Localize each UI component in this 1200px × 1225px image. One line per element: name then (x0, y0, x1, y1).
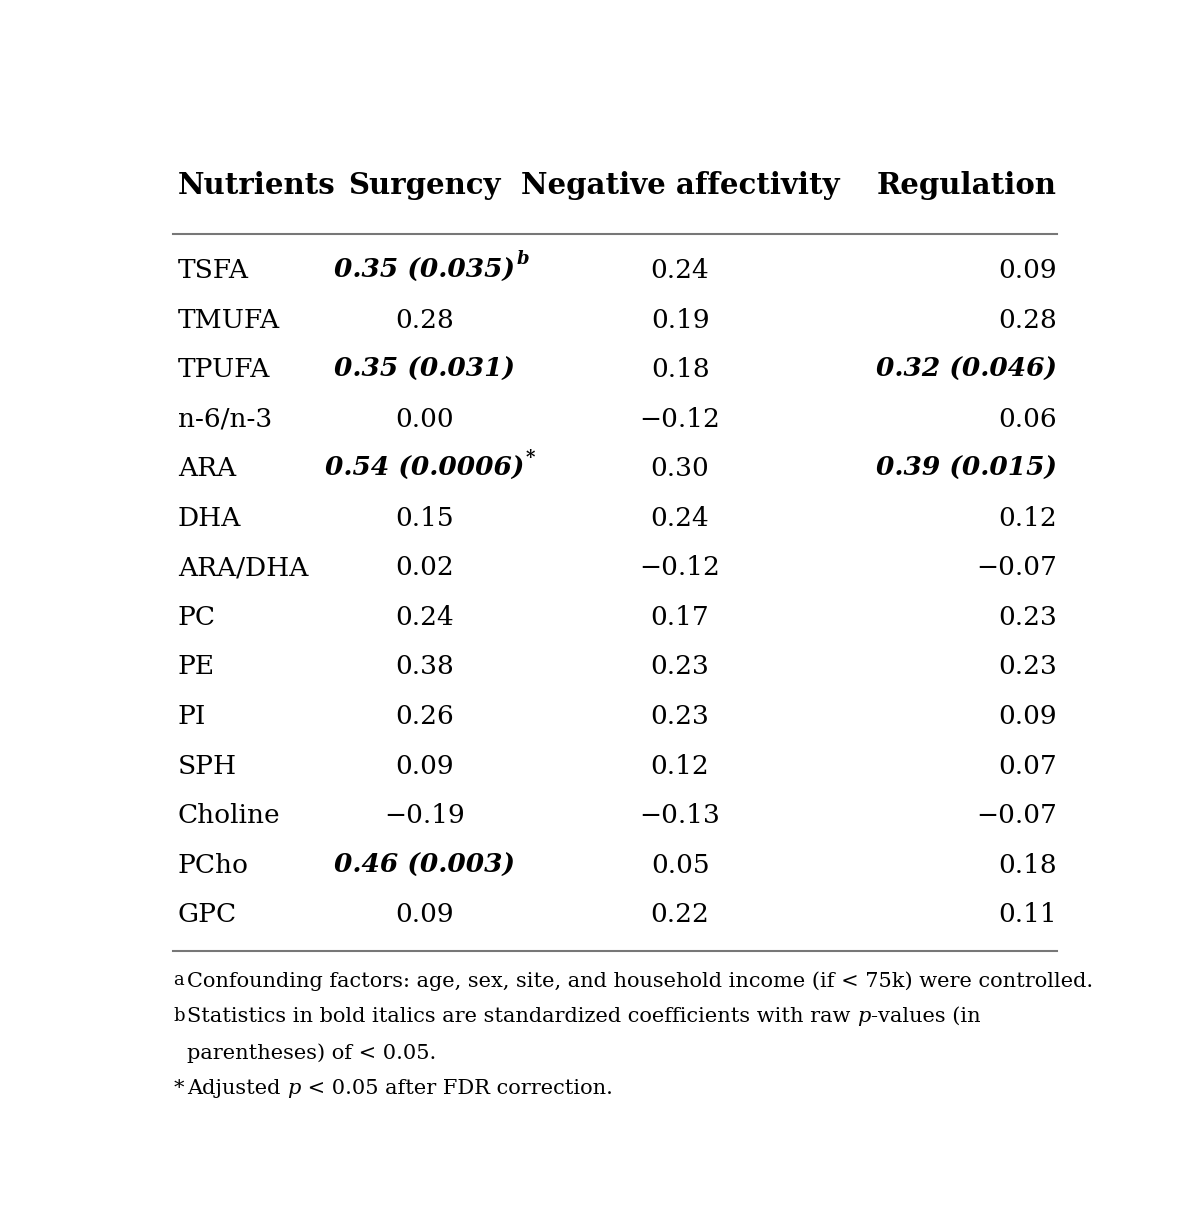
Text: Choline: Choline (178, 804, 281, 828)
Text: 0.23: 0.23 (998, 605, 1057, 630)
Text: PI: PI (178, 704, 206, 729)
Text: ARA/DHA: ARA/DHA (178, 555, 308, 581)
Text: 0.12: 0.12 (998, 506, 1057, 530)
Text: 0.32 (0.046): 0.32 (0.046) (876, 358, 1057, 382)
Text: PC: PC (178, 605, 216, 630)
Text: 0.39 (0.015): 0.39 (0.015) (876, 457, 1057, 481)
Text: 0.24: 0.24 (395, 605, 454, 630)
Text: b: b (173, 1007, 185, 1025)
Text: DHA: DHA (178, 506, 241, 530)
Text: Surgency: Surgency (348, 170, 500, 200)
Text: Statistics in bold italics are standardized coefficients with raw: Statistics in bold italics are standardi… (187, 1007, 857, 1027)
Text: 0.23: 0.23 (650, 654, 709, 680)
Text: 0.07: 0.07 (998, 753, 1057, 779)
Text: 0.17: 0.17 (650, 605, 709, 630)
Text: 0.18: 0.18 (998, 853, 1057, 877)
Text: 0.35 (0.035): 0.35 (0.035) (334, 258, 515, 283)
Text: 0.23: 0.23 (650, 704, 709, 729)
Text: GPC: GPC (178, 902, 238, 927)
Text: 0.46 (0.003): 0.46 (0.003) (334, 853, 515, 877)
Text: 0.18: 0.18 (650, 358, 709, 382)
Text: 0.35 (0.031): 0.35 (0.031) (334, 358, 515, 382)
Text: 0.11: 0.11 (998, 902, 1057, 927)
Text: 0.06: 0.06 (998, 407, 1057, 432)
Text: 0.54 (0.0006): 0.54 (0.0006) (325, 457, 524, 481)
Text: 0.00: 0.00 (395, 407, 454, 432)
Text: p: p (287, 1079, 300, 1098)
Text: parentheses) of < 0.05.: parentheses) of < 0.05. (187, 1044, 437, 1063)
Text: 0.05: 0.05 (650, 853, 709, 877)
Text: ARA: ARA (178, 457, 236, 481)
Text: 0.28: 0.28 (998, 307, 1057, 333)
Text: 0.09: 0.09 (998, 704, 1057, 729)
Text: Statistics in bold italics are standardized coefficients with raw: Statistics in bold italics are standardi… (187, 1007, 857, 1027)
Text: Regulation: Regulation (877, 170, 1057, 200)
Text: Negative affectivity: Negative affectivity (521, 170, 840, 200)
Text: 0.26: 0.26 (395, 704, 454, 729)
Text: −0.07: −0.07 (976, 555, 1057, 581)
Text: −0.12: −0.12 (640, 407, 720, 432)
Text: Adjusted: Adjusted (187, 1079, 287, 1098)
Text: TMUFA: TMUFA (178, 307, 280, 333)
Text: 0.24: 0.24 (650, 258, 709, 283)
Text: Adjusted: Adjusted (187, 1079, 287, 1098)
Text: −0.12: −0.12 (640, 555, 720, 581)
Text: 0.02: 0.02 (395, 555, 454, 581)
Text: 0.09: 0.09 (998, 258, 1057, 283)
Text: 0.19: 0.19 (650, 307, 709, 333)
Text: p: p (857, 1007, 870, 1027)
Text: -values (in: -values (in (870, 1007, 980, 1027)
Text: 0.30: 0.30 (650, 457, 709, 481)
Text: −0.13: −0.13 (640, 804, 720, 828)
Text: p: p (287, 1079, 300, 1098)
Text: 0.09: 0.09 (395, 902, 454, 927)
Text: 0.38: 0.38 (395, 654, 454, 680)
Text: PE: PE (178, 654, 215, 680)
Text: Confounding factors: age, sex, site, and household income (if < 75k) were contro: Confounding factors: age, sex, site, and… (187, 971, 1093, 991)
Text: −0.19: −0.19 (384, 804, 464, 828)
Text: 0.12: 0.12 (650, 753, 709, 779)
Text: PCho: PCho (178, 853, 248, 877)
Text: SPH: SPH (178, 753, 238, 779)
Text: TPUFA: TPUFA (178, 358, 270, 382)
Text: 0.28: 0.28 (395, 307, 454, 333)
Text: < 0.05 after FDR correction.: < 0.05 after FDR correction. (300, 1079, 612, 1098)
Text: 0.23: 0.23 (998, 654, 1057, 680)
Text: p: p (857, 1007, 870, 1027)
Text: *: * (526, 448, 535, 467)
Text: −0.07: −0.07 (976, 804, 1057, 828)
Text: a: a (173, 971, 184, 990)
Text: Nutrients: Nutrients (178, 170, 336, 200)
Text: 0.15: 0.15 (395, 506, 454, 530)
Text: 0.24: 0.24 (650, 506, 709, 530)
Text: n-6/n-3: n-6/n-3 (178, 407, 272, 432)
Text: b: b (517, 250, 529, 268)
Text: *: * (173, 1079, 184, 1098)
Text: 0.22: 0.22 (650, 902, 709, 927)
Text: 0.09: 0.09 (395, 753, 454, 779)
Text: TSFA: TSFA (178, 258, 248, 283)
